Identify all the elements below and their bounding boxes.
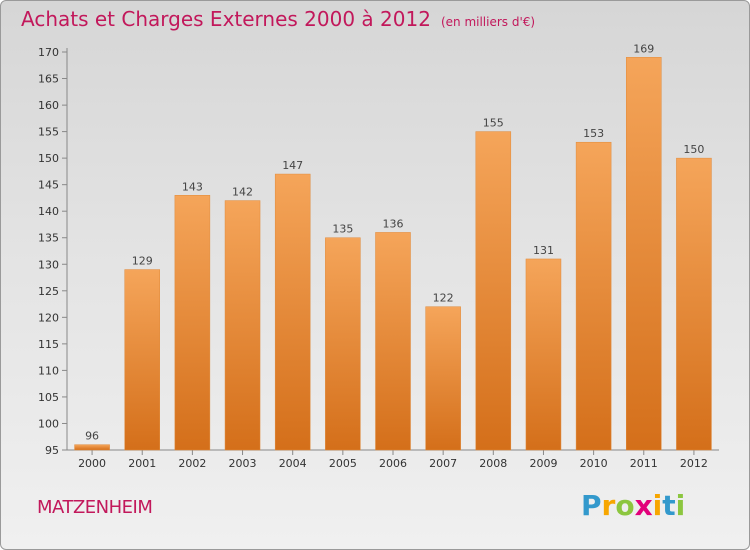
x-tick-label: 2007 [429,457,457,470]
y-tick-label: 115 [38,338,59,351]
y-tick-label: 170 [38,46,59,59]
city-name: MATZENHEIM [37,497,153,518]
x-tick-label: 2006 [379,457,407,470]
data-label: 129 [132,255,153,268]
x-tick-label: 2000 [78,457,106,470]
y-tick-label: 135 [38,232,59,245]
y-tick-label: 125 [38,285,59,298]
logo-letter: x [634,489,653,522]
axes: 95 100 105 110 115 120 125 130 135 140 145 150 155 16… [38,46,719,470]
y-tick-label: 110 [38,364,59,377]
logo-letter: P [581,489,602,522]
chart-title-text: Achats et Charges Externes 2000 à 2012 [21,7,431,31]
bar [475,131,512,451]
bar [174,195,211,451]
bars [74,57,712,451]
bar [274,173,311,451]
bar [676,157,712,451]
y-tick-label: 160 [38,99,59,112]
y-tick-label: 155 [38,126,59,139]
x-tick-label: 2003 [229,457,257,470]
data-label: 169 [633,42,654,55]
y-tick-label: 120 [38,311,59,324]
x-tick-label: 2012 [680,457,708,470]
bar [525,258,562,451]
data-label: 142 [232,186,253,199]
data-label: 131 [533,244,554,257]
data-label: 136 [383,217,404,230]
chart-title: Achats et Charges Externes 2000 à 2012 (e… [21,7,535,31]
y-tick-label: 105 [38,391,59,404]
y-tick-label: 95 [45,444,59,457]
bar [375,232,411,451]
logo-letter: i [652,489,663,522]
y-tick-label: 150 [38,152,59,165]
x-tick-label: 2010 [580,457,608,470]
data-label: 153 [583,127,604,140]
data-label: 147 [282,159,303,172]
value-labels: 96 129 143 142 147 135 136 122 155 131 153 169 150 [85,42,704,442]
bar [575,141,612,451]
logo-letter: i [675,489,686,522]
logo-letter: t [662,489,676,522]
logo-letter: r [601,489,616,522]
y-tick-label: 100 [38,417,59,430]
data-label: 143 [182,180,203,193]
data-label: 122 [433,292,454,305]
x-tick-label: 2001 [128,457,156,470]
y-tick-label: 130 [38,258,59,271]
bar [124,269,160,451]
x-tick-label: 2004 [279,457,307,470]
y-tick-label: 145 [38,179,59,192]
bar [626,57,662,451]
x-tick-label: 2005 [329,457,357,470]
bar [74,444,110,451]
data-label: 150 [683,143,704,156]
data-label: 96 [85,430,99,443]
proxiti-logo[interactable]: Proxiti [581,489,685,522]
bar [425,306,461,451]
x-tick-label: 2008 [479,457,507,470]
logo-letter: o [615,489,635,522]
x-tick-label: 2009 [529,457,557,470]
y-tick-label: 165 [38,73,59,86]
bar [224,200,261,451]
y-tick-label: 140 [38,205,59,218]
x-tick-label: 2002 [178,457,206,470]
data-label: 135 [332,223,353,236]
chart-subtitle: (en milliers d'€) [440,15,536,29]
x-tick-label: 2011 [630,457,658,470]
bar [325,237,361,451]
data-label: 155 [483,117,504,130]
